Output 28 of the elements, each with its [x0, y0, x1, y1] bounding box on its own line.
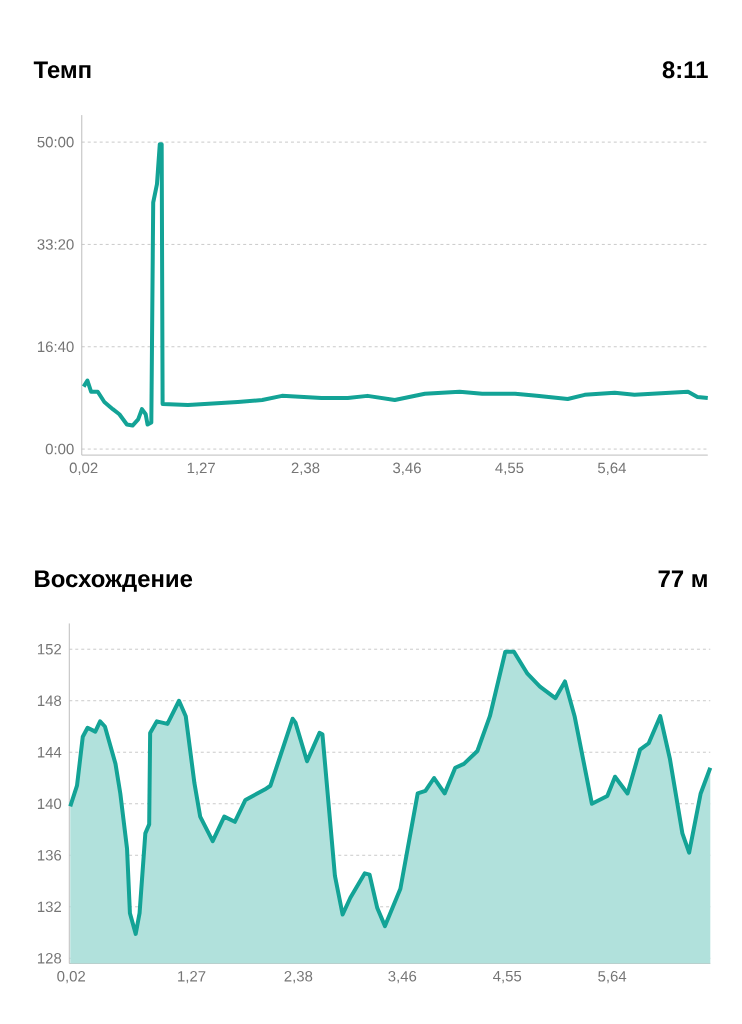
y-tick-label: 128 — [37, 953, 62, 964]
y-tick-label: 148 — [37, 695, 62, 707]
y-tick-label: 152 — [37, 643, 62, 655]
y-tick-label: 50:00 — [37, 136, 74, 148]
x-tick-label: 1,27 — [187, 462, 215, 475]
y-tick-label: 136 — [37, 849, 62, 861]
x-tick-label: 2,38 — [284, 970, 313, 984]
x-tick-label: 3,46 — [393, 462, 421, 475]
y-tick-label: 16:40 — [38, 341, 74, 353]
x-tick-label: 0,02 — [57, 970, 86, 984]
x-tick-label: 2,38 — [291, 462, 320, 475]
y-tick-label: 132 — [37, 901, 62, 913]
text: 77 м — [658, 570, 707, 587]
line-series — [81, 142, 710, 428]
x-tick-label: 4,55 — [493, 970, 522, 984]
text: 8:11 — [662, 61, 708, 79]
y-tick-label: 33:20 — [37, 239, 74, 250]
chart-title: Восхождение — [35, 570, 193, 592]
x-tick-label: 0,02 — [69, 462, 98, 475]
x-tick-label: 5,64 — [598, 970, 627, 984]
x-tick-label: 3,46 — [388, 970, 417, 984]
chart-title: Темп — [33, 61, 91, 79]
x-tick-label: 5,64 — [597, 462, 627, 475]
x-tick-label: 4,55 — [495, 462, 524, 475]
y-tick-label: 140 — [37, 798, 62, 810]
y-tick-label: 144 — [37, 747, 62, 758]
y-tick-label: 0:00 — [45, 443, 74, 455]
x-tick-label: 1,27 — [178, 970, 206, 984]
